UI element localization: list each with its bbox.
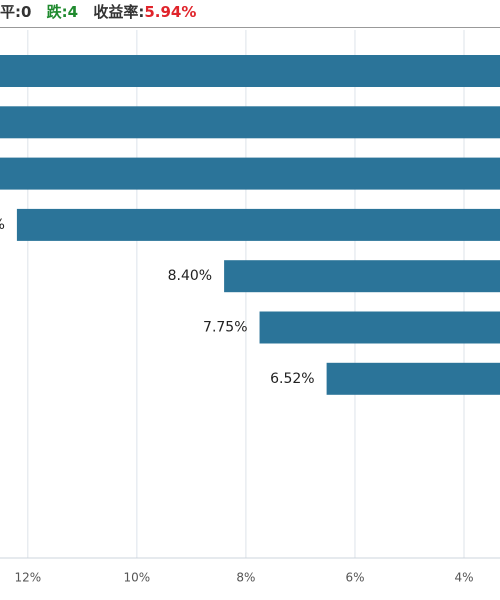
x-tick-label: 10% bbox=[124, 571, 151, 585]
x-tick-label: 8% bbox=[236, 571, 255, 585]
bar bbox=[0, 55, 500, 87]
return-rate: 收益率:5.94% bbox=[93, 3, 197, 21]
down-count: 跌:4 bbox=[46, 3, 79, 21]
bar bbox=[16, 208, 500, 241]
x-tick-label: 4% bbox=[454, 571, 473, 585]
value-label: 6.52% bbox=[270, 371, 314, 387]
x-tick-label: 6% bbox=[345, 571, 364, 585]
summary-header: 平:0 跌:4 收益率:5.94% bbox=[0, 0, 500, 28]
value-label: 8.40% bbox=[168, 268, 212, 284]
bar bbox=[326, 362, 500, 395]
x-tick-label: 12% bbox=[14, 571, 41, 585]
value-label: 12.20% bbox=[0, 217, 5, 233]
bar bbox=[0, 157, 500, 190]
flat-count: 平:0 bbox=[0, 3, 32, 21]
bar bbox=[224, 260, 500, 293]
bar bbox=[0, 106, 500, 139]
bar bbox=[259, 311, 500, 344]
value-label: 7.75% bbox=[203, 320, 247, 336]
